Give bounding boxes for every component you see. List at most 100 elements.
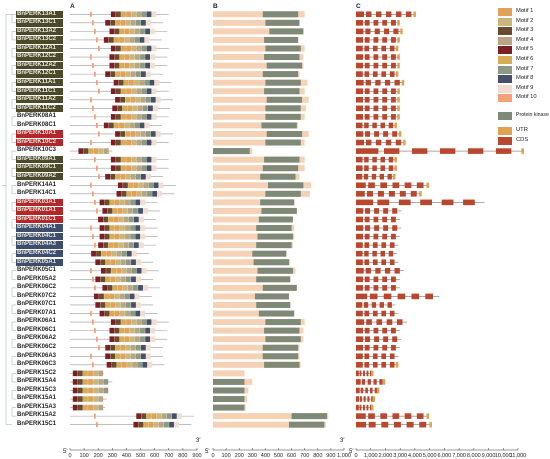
cds-block (356, 310, 363, 317)
motif-10-block (92, 276, 94, 282)
motif-block (116, 191, 122, 197)
cds-block (356, 387, 360, 394)
kinase-domain (266, 62, 303, 69)
motif-block (139, 242, 144, 248)
motif-block (136, 319, 142, 325)
tree-branch (11, 185, 16, 195)
cds-block (372, 362, 378, 368)
motif-block (141, 267, 147, 274)
motif-block (151, 139, 157, 146)
motif-block (107, 285, 113, 291)
motif-block (109, 233, 115, 240)
motif-block (141, 165, 147, 171)
motif-block (143, 421, 149, 428)
motif-block (149, 79, 155, 86)
motif-block (106, 250, 112, 257)
motif-block (146, 353, 151, 360)
motif-block (121, 191, 127, 197)
cds-block (364, 122, 369, 129)
motif-block (96, 250, 102, 257)
motif-block (141, 11, 147, 18)
cds-block (356, 165, 363, 171)
cds-block (375, 11, 382, 18)
motif-block (134, 293, 140, 300)
motif-block (101, 267, 106, 274)
tree-branch (11, 356, 16, 366)
motif-block (134, 79, 139, 86)
motif-block (103, 37, 109, 43)
motif-block (119, 293, 125, 300)
motif-block (145, 131, 151, 137)
motif-10-block (98, 345, 100, 351)
motif-block (141, 319, 147, 325)
cds-block (379, 173, 384, 180)
protein-bar (213, 79, 308, 86)
kinase-domain (262, 165, 299, 172)
motif-block (131, 319, 137, 325)
axis-c-5prime: 5' (349, 449, 354, 455)
motif-block (114, 62, 120, 69)
gene-label: BnPERK15A3 (17, 403, 57, 410)
tick-label: 500 (136, 453, 145, 459)
motif-block (130, 71, 136, 77)
cds-block (391, 62, 396, 69)
utr-block (426, 413, 429, 419)
motif-block (126, 267, 132, 274)
utr-block (371, 404, 374, 411)
protein-bar (213, 113, 305, 120)
cds-block (374, 28, 380, 35)
motif-block (125, 131, 131, 137)
protein-bar (213, 361, 301, 368)
cds-block (356, 276, 364, 283)
cds-block (404, 182, 412, 189)
motif-block (117, 182, 123, 189)
motif-block (113, 216, 119, 223)
motif-block (104, 225, 110, 231)
kinase-domain (262, 284, 297, 291)
motif-block (110, 88, 116, 95)
motif-block (115, 344, 121, 351)
motif-block (130, 20, 136, 26)
motif-block (95, 302, 101, 308)
motif-block (119, 62, 125, 69)
protein-bar (213, 216, 293, 223)
cds-block (392, 182, 400, 189)
utr-block (521, 148, 524, 154)
cds-block (368, 182, 375, 189)
kinase-domain (265, 113, 301, 120)
motif-block (125, 199, 130, 206)
motif-block (134, 37, 140, 43)
cds-block (356, 225, 364, 231)
cds-block (391, 216, 396, 223)
motif-block (136, 88, 142, 95)
tick-label: 10,000 (495, 453, 512, 459)
motif-block (146, 344, 151, 351)
cds-block (356, 336, 364, 342)
motif-block (146, 71, 151, 77)
motif-10-block (90, 97, 92, 103)
cds-block (372, 71, 378, 77)
protein-bar (213, 62, 304, 69)
panel-label-a: A (70, 3, 75, 10)
protein-bar (213, 130, 309, 137)
motif-block (118, 216, 124, 223)
cds-block (364, 62, 370, 69)
protein-bar (213, 370, 245, 377)
motif-block (124, 336, 130, 342)
cds-block (356, 105, 364, 112)
protein-bar (213, 199, 295, 206)
gene-label: BnPERK12A1 (16, 44, 63, 53)
protein-bar (213, 28, 304, 35)
motif-block (113, 242, 119, 248)
gene-label: BnPERK15A4 (17, 378, 57, 385)
motif-block (125, 344, 131, 351)
motif-block (88, 148, 94, 154)
cds-block (371, 173, 377, 180)
cds-block (392, 225, 398, 231)
cds-block (356, 122, 363, 129)
cds-block (383, 148, 400, 154)
motif-block (114, 122, 119, 129)
motif-block (137, 362, 143, 368)
utr-block (394, 165, 397, 171)
motif-block (151, 45, 157, 52)
